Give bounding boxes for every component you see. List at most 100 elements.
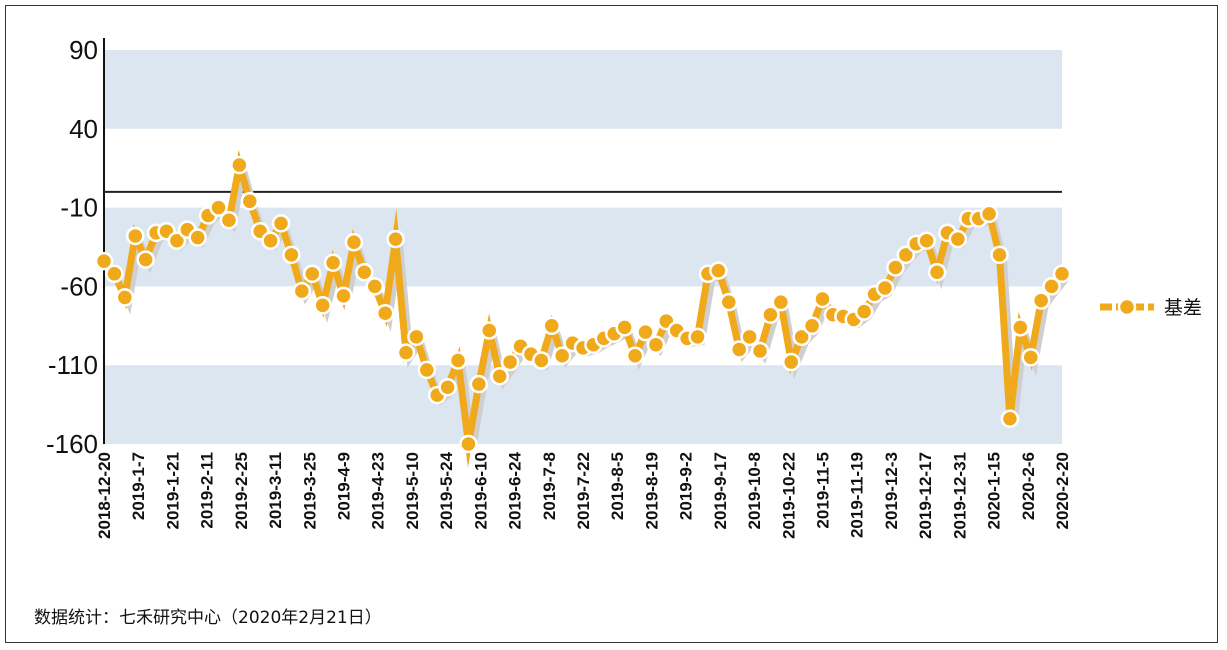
y-axis-ticks: 90 40 -10 -60 -110 -160 — [46, 35, 98, 459]
x-tick-label: 2019-8-19 — [642, 452, 661, 530]
y-tick-label: 40 — [69, 114, 98, 144]
data-point — [282, 245, 301, 265]
x-tick-label: 2019-7-8 — [540, 452, 559, 520]
x-tick-label: 2019-12-31 — [950, 452, 969, 539]
x-tick-label: 2019-5-10 — [403, 452, 422, 530]
data-point — [917, 231, 936, 250]
series-basis — [94, 149, 1072, 468]
y-tick-label: 90 — [69, 35, 98, 65]
x-tick-label: 2019-3-11 — [266, 452, 285, 529]
data-point — [188, 228, 207, 247]
x-tick-label: 2019-9-17 — [711, 452, 730, 530]
data-point — [990, 245, 1009, 265]
data-point — [313, 296, 332, 315]
data-point — [761, 305, 780, 325]
data-point — [782, 352, 801, 372]
data-point — [552, 346, 572, 365]
x-tick-label: 2019-5-24 — [437, 451, 456, 529]
x-tick-label: 2019-1-7 — [129, 452, 148, 520]
x-tick-label: 2019-1-21 — [163, 452, 182, 530]
x-tick-label: 2019-10-22 — [779, 452, 798, 539]
x-tick-label: 2019-4-23 — [369, 452, 388, 530]
data-point — [125, 226, 145, 246]
data-point — [1031, 291, 1051, 310]
x-tick-label: 2019-7-22 — [574, 452, 593, 530]
data-point — [1011, 318, 1030, 337]
x-tick-label: 2019-8-5 — [608, 452, 627, 520]
x-tick-label: 2019-11-5 — [814, 452, 833, 529]
data-point — [875, 278, 895, 298]
data-point — [355, 262, 374, 282]
legend: 基差 — [1098, 293, 1202, 320]
data-point — [615, 318, 634, 337]
data-point — [719, 292, 739, 312]
data-point — [709, 261, 728, 280]
background-band — [104, 365, 1062, 444]
data-point — [448, 351, 468, 370]
data-point — [646, 335, 666, 354]
x-axis-ticks: 2018-12-20 2019-1-7 2019-1-21 2019-2-11 2019… — [95, 451, 1072, 539]
data-point — [886, 258, 905, 277]
legend-swatch — [1100, 297, 1154, 316]
x-tick-label: 2019-9-2 — [677, 452, 696, 520]
background-bands — [104, 50, 1062, 444]
data-point — [261, 231, 280, 250]
data-point — [209, 198, 228, 217]
x-tick-label: 2019-6-10 — [471, 452, 490, 530]
data-point — [303, 264, 322, 284]
data-point — [94, 251, 114, 271]
data-point — [1052, 264, 1072, 284]
x-tick-label: 2019-10-8 — [745, 452, 764, 530]
x-tick-label: 2019-3-25 — [300, 452, 319, 530]
data-point — [344, 233, 364, 252]
y-tick-label: -160 — [46, 429, 98, 459]
chart-frame — [5, 5, 1218, 643]
data-point — [375, 303, 395, 323]
data-point — [417, 360, 437, 380]
data-point — [219, 210, 239, 230]
y-tick-label: -10 — [60, 193, 98, 223]
y-tick-label: -110 — [48, 350, 98, 380]
data-point — [365, 277, 384, 296]
data-point — [396, 343, 416, 362]
data-point — [136, 250, 155, 269]
y-tick-label: -60 — [60, 271, 98, 301]
data-point — [771, 292, 791, 312]
x-tick-label: 2019-6-24 — [506, 451, 525, 529]
data-point — [532, 351, 551, 370]
data-point — [105, 264, 124, 284]
x-tick-label: 2019-11-19 — [848, 452, 867, 538]
data-point — [500, 352, 520, 372]
data-point — [459, 434, 478, 454]
x-tick-label: 2019-2-11 — [198, 452, 217, 529]
data-point — [1042, 277, 1061, 296]
data-point — [469, 374, 489, 394]
x-tick-label: 2019-12-17 — [916, 452, 935, 539]
data-point — [625, 346, 645, 365]
data-point — [490, 366, 509, 386]
x-tick-label: 2019-2-25 — [232, 452, 251, 530]
x-tick-label: 2019-4-9 — [335, 452, 354, 520]
data-point — [407, 327, 426, 347]
data-point — [750, 341, 770, 361]
data-point — [740, 327, 759, 347]
data-point — [802, 316, 822, 336]
data-point — [927, 262, 947, 282]
data-point — [386, 229, 405, 249]
x-tick-label: 2020-2-6 — [1019, 452, 1038, 520]
data-point — [948, 229, 968, 249]
x-tick-label: 2019-12-3 — [882, 452, 901, 530]
data-point — [854, 302, 874, 321]
data-point — [792, 327, 811, 347]
data-point — [636, 322, 655, 342]
data-point — [729, 340, 749, 359]
data-point — [240, 192, 260, 211]
data-point — [230, 155, 249, 175]
data-point — [542, 316, 562, 336]
data-point — [688, 327, 707, 347]
data-point — [115, 288, 135, 307]
source-note: 数据统计：七禾研究中心（2020年2月21日） — [34, 608, 382, 628]
data-point — [896, 245, 916, 265]
data-point — [292, 281, 312, 301]
